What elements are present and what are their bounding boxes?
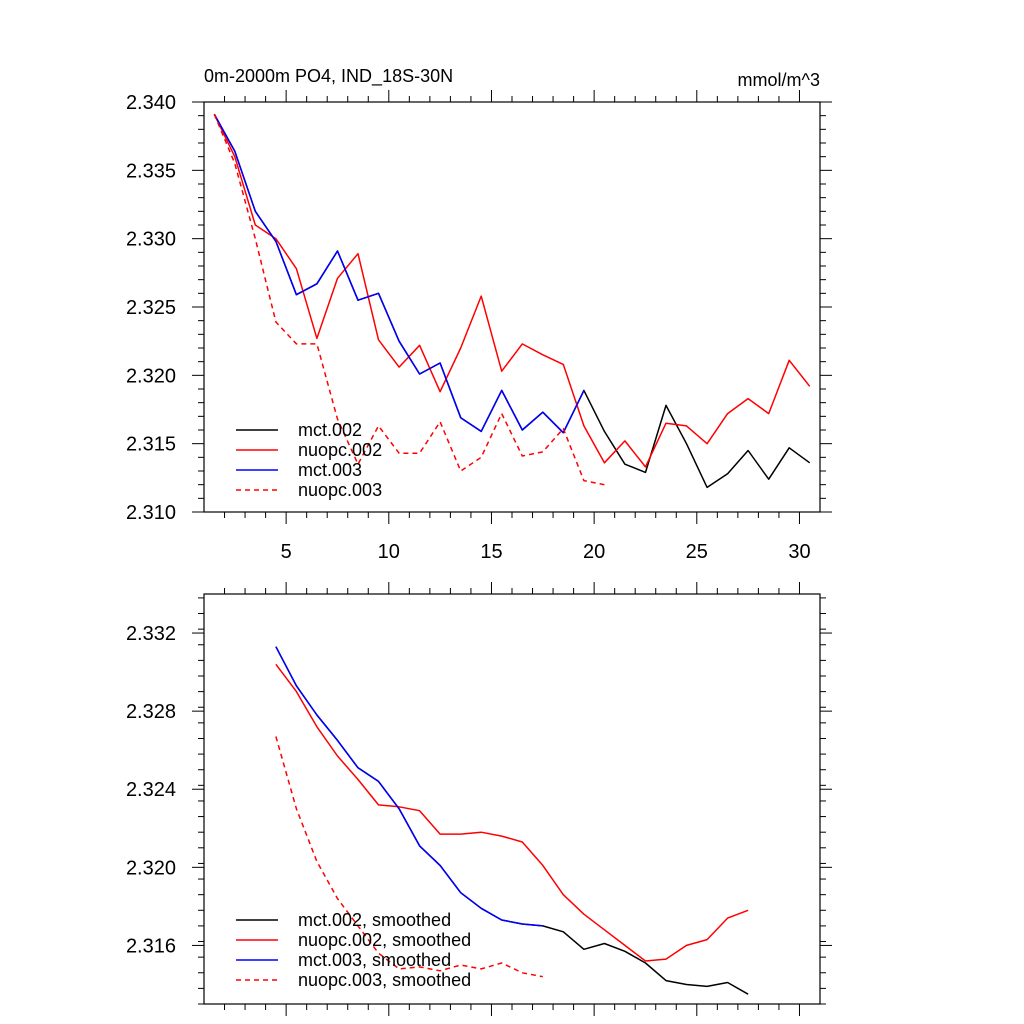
legend-entry: mct.003 (298, 460, 362, 480)
series-line (275, 663, 749, 962)
y-tick-label: 2.320 (126, 857, 176, 879)
x-tick-label: 25 (686, 541, 708, 563)
series-line (275, 646, 543, 927)
top-panel: 5 10 15 20 25 30 2.310 2.315 2.320 2.325 2.330 2.33… (126, 90, 832, 563)
y-tick-label: 2.324 (126, 779, 176, 801)
y-tick-label: 2.332 (126, 623, 176, 645)
y-tick-label: 2.325 (126, 297, 176, 319)
y-tick-label: 2.330 (126, 229, 176, 251)
legend-entry: mct.003, smoothed (298, 950, 451, 970)
y-tick-label: 2.340 (126, 92, 176, 114)
legend-entry: nuopc.003, smoothed (298, 970, 471, 990)
series-line (213, 113, 585, 434)
legend-entry: nuopc.002, smoothed (298, 930, 471, 950)
legend-entry: mct.002 (298, 420, 362, 440)
y-tick-label: 2.335 (126, 160, 176, 182)
legend-entry: nuopc.002 (298, 440, 382, 460)
x-tick-label: 30 (788, 541, 810, 563)
x-tick-label: 20 (583, 541, 605, 563)
legend-entry: nuopc.003 (298, 480, 382, 500)
y-tick-label: 2.328 (126, 701, 176, 723)
x-tick-label: 15 (480, 541, 502, 563)
plot-frame (203, 593, 821, 1005)
y-tick-label: 2.310 (126, 502, 176, 524)
plot-frame (203, 101, 821, 513)
units-label: mmol/m^3 (738, 70, 820, 90)
series-line (213, 114, 605, 486)
series-line (275, 736, 543, 978)
y-tick-label: 2.320 (126, 365, 176, 387)
bottom-panel: 2.316 2.320 2.324 2.328 2.332 mct.002, smooth… (126, 582, 832, 1016)
x-tick-label: 5 (281, 541, 292, 563)
chart-title: 0m-2000m PO4, IND_18S-30N (204, 66, 453, 87)
y-tick-label: 2.316 (126, 935, 176, 957)
y-tick-label: 2.315 (126, 434, 176, 456)
series-line (213, 113, 811, 468)
legend-entry: mct.002, smoothed (298, 910, 451, 930)
x-tick-label: 10 (378, 541, 400, 563)
